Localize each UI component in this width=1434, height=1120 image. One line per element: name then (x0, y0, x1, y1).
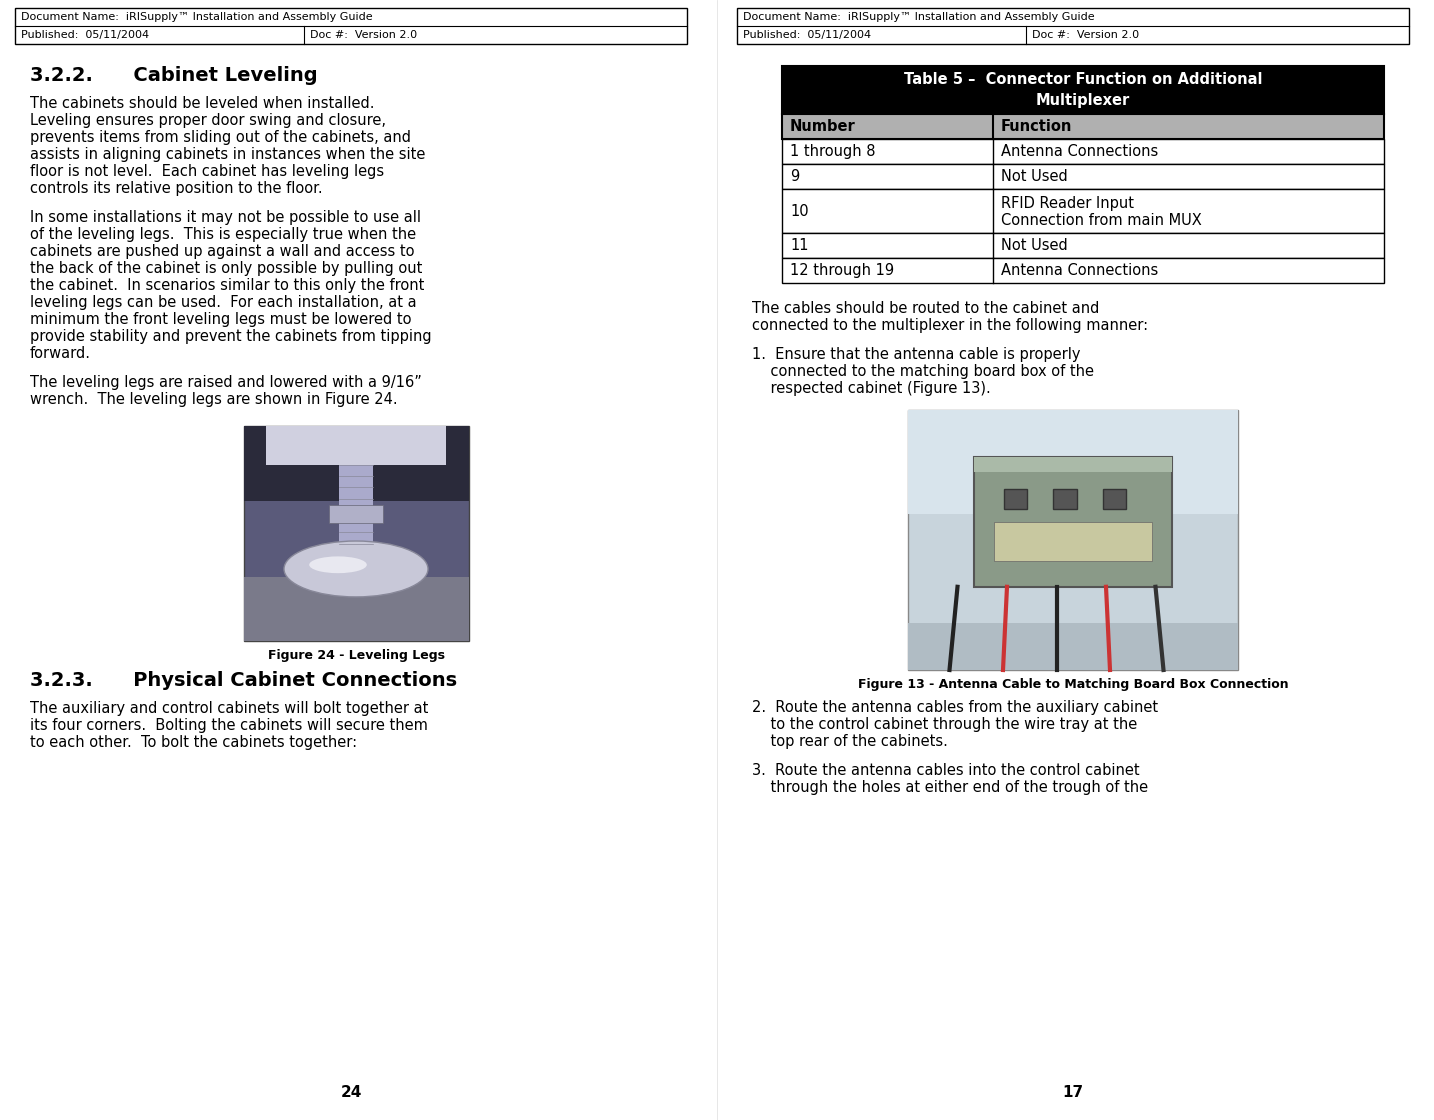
Bar (1004, 489, 1027, 508)
Bar (244, 426, 469, 502)
Text: the cabinet.  In scenarios similar to this only the front: the cabinet. In scenarios similar to thi… (30, 278, 424, 293)
Bar (782, 139, 1384, 164)
Text: 11: 11 (790, 239, 809, 253)
Text: floor is not level.  Each cabinet has leveling legs: floor is not level. Each cabinet has lev… (30, 164, 384, 179)
Bar (782, 114, 1384, 139)
Text: Document Name:  iRISupply™ Installation and Assembly Guide: Document Name: iRISupply™ Installation a… (22, 12, 373, 22)
Text: 12 through 19: 12 through 19 (790, 263, 895, 278)
Text: Antenna Connections: Antenna Connections (1001, 263, 1157, 278)
Text: its four corners.  Bolting the cabinets will secure them: its four corners. Bolting the cabinets w… (30, 718, 427, 732)
Bar (908, 623, 1238, 670)
Text: Table 5 –  Connector Function on Additional: Table 5 – Connector Function on Addition… (903, 73, 1262, 87)
Text: provide stability and prevent the cabinets from tipping: provide stability and prevent the cabine… (30, 329, 432, 344)
Bar (244, 577, 469, 641)
Text: Figure 24 - Leveling Legs: Figure 24 - Leveling Legs (268, 648, 445, 662)
Text: through the holes at either end of the trough of the: through the holes at either end of the t… (751, 780, 1149, 795)
Bar (782, 164, 1384, 189)
Text: Figure 13 - Antenna Cable to Matching Board Box Connection: Figure 13 - Antenna Cable to Matching Bo… (858, 678, 1288, 691)
Text: 9: 9 (790, 169, 799, 184)
Bar (328, 505, 383, 523)
Bar (737, 8, 1410, 44)
Text: Function: Function (1001, 119, 1073, 134)
Text: forward.: forward. (30, 346, 90, 361)
Text: 10: 10 (790, 204, 809, 218)
Text: 24: 24 (340, 1085, 361, 1100)
Bar (782, 258, 1384, 283)
Text: connected to the matching board box of the: connected to the matching board box of t… (751, 364, 1094, 379)
Text: 3.2.3.      Physical Cabinet Connections: 3.2.3. Physical Cabinet Connections (30, 671, 457, 690)
Text: 3.  Route the antenna cables into the control cabinet: 3. Route the antenna cables into the con… (751, 763, 1140, 778)
Text: of the leveling legs.  This is especially true when the: of the leveling legs. This is especially… (30, 227, 416, 242)
Bar (338, 465, 373, 556)
Bar (265, 426, 446, 465)
Text: The cabinets should be leveled when installed.: The cabinets should be leveled when inst… (30, 96, 374, 111)
Text: prevents items from sliding out of the cabinets, and: prevents items from sliding out of the c… (30, 130, 412, 144)
Text: Not Used: Not Used (1001, 169, 1067, 184)
Bar (994, 522, 1152, 561)
Text: leveling legs can be used.  For each installation, at a: leveling legs can be used. For each inst… (30, 295, 417, 310)
Text: Connection from main MUX: Connection from main MUX (1001, 213, 1202, 228)
Text: the back of the cabinet is only possible by pulling out: the back of the cabinet is only possible… (30, 261, 423, 276)
Text: Antenna Connections: Antenna Connections (1001, 144, 1157, 159)
Bar (908, 410, 1238, 514)
Text: 17: 17 (1063, 1085, 1084, 1100)
Text: 3.2.2.      Cabinet Leveling: 3.2.2. Cabinet Leveling (30, 66, 317, 85)
Text: to the control cabinet through the wire tray at the: to the control cabinet through the wire … (751, 717, 1137, 732)
Text: The auxiliary and control cabinets will bolt together at: The auxiliary and control cabinets will … (30, 701, 429, 716)
Text: RFID Reader Input: RFID Reader Input (1001, 196, 1134, 211)
Text: Number: Number (790, 119, 856, 134)
Text: minimum the front leveling legs must be lowered to: minimum the front leveling legs must be … (30, 312, 412, 327)
Bar (782, 66, 1384, 114)
Text: Not Used: Not Used (1001, 239, 1067, 253)
Bar (1053, 489, 1077, 508)
Text: cabinets are pushed up against a wall and access to: cabinets are pushed up against a wall an… (30, 244, 414, 259)
Text: 1.  Ensure that the antenna cable is properly: 1. Ensure that the antenna cable is prop… (751, 347, 1080, 362)
Bar (782, 233, 1384, 258)
Text: to each other.  To bolt the cabinets together:: to each other. To bolt the cabinets toge… (30, 735, 357, 750)
Text: The leveling legs are raised and lowered with a 9/16”: The leveling legs are raised and lowered… (30, 375, 422, 390)
Bar (908, 410, 1238, 670)
Text: 1 through 8: 1 through 8 (790, 144, 876, 159)
Text: top rear of the cabinets.: top rear of the cabinets. (751, 734, 948, 749)
Text: Published:  05/11/2004: Published: 05/11/2004 (743, 30, 870, 40)
Bar (1103, 489, 1127, 508)
Text: respected cabinet (Figure 13).: respected cabinet (Figure 13). (751, 381, 991, 396)
Ellipse shape (284, 541, 427, 597)
Bar (974, 457, 1172, 587)
Bar (14, 8, 687, 44)
Text: assists in aligning cabinets in instances when the site: assists in aligning cabinets in instance… (30, 147, 426, 162)
Ellipse shape (310, 557, 367, 573)
Text: Doc #:  Version 2.0: Doc #: Version 2.0 (1032, 30, 1139, 40)
Text: Published:  05/11/2004: Published: 05/11/2004 (22, 30, 149, 40)
Text: Leveling ensures proper door swing and closure,: Leveling ensures proper door swing and c… (30, 113, 386, 128)
Text: connected to the multiplexer in the following manner:: connected to the multiplexer in the foll… (751, 318, 1149, 333)
Bar (244, 426, 469, 641)
Text: wrench.  The leveling legs are shown in Figure 24.: wrench. The leveling legs are shown in F… (30, 392, 397, 407)
Text: 2.  Route the antenna cables from the auxiliary cabinet: 2. Route the antenna cables from the aux… (751, 700, 1159, 715)
Bar (974, 457, 1172, 473)
Text: Multiplexer: Multiplexer (1035, 93, 1130, 108)
Text: The cables should be routed to the cabinet and: The cables should be routed to the cabin… (751, 301, 1100, 316)
Text: controls its relative position to the floor.: controls its relative position to the fl… (30, 181, 323, 196)
Text: Doc #:  Version 2.0: Doc #: Version 2.0 (310, 30, 417, 40)
Bar (782, 189, 1384, 233)
Text: Document Name:  iRISupply™ Installation and Assembly Guide: Document Name: iRISupply™ Installation a… (743, 12, 1094, 22)
Text: In some installations it may not be possible to use all: In some installations it may not be poss… (30, 211, 422, 225)
